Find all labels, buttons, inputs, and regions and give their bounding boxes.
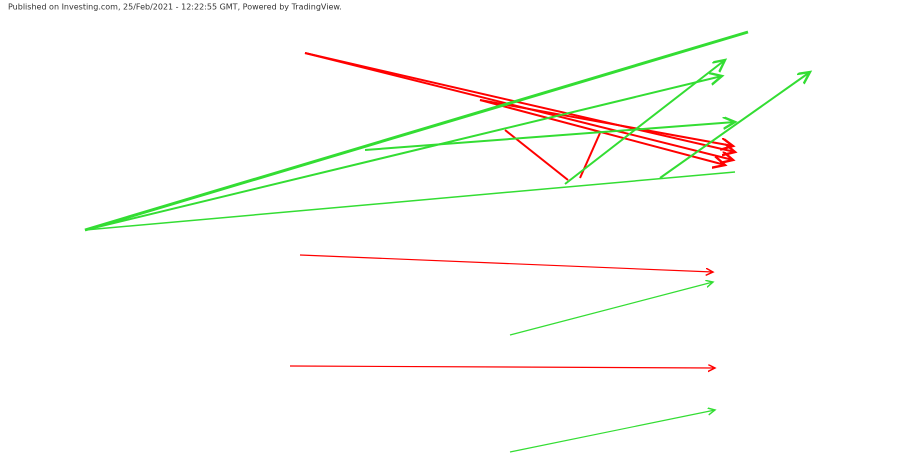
up-trend <box>84 76 722 231</box>
rsi-trend <box>509 410 715 453</box>
macd-trend <box>299 254 713 272</box>
down-trend <box>479 99 733 146</box>
up-trend <box>84 30 749 232</box>
header-text: Published on Investing.com, 25/Feb/2021 … <box>8 3 342 12</box>
trend-lines <box>84 30 810 453</box>
macd-trend <box>509 282 713 336</box>
up-trend <box>564 60 725 185</box>
up-trend <box>84 171 736 231</box>
up-trend <box>659 72 810 179</box>
rsi-trend <box>289 366 715 368</box>
down-trend <box>304 52 735 152</box>
up-trend <box>364 122 735 151</box>
